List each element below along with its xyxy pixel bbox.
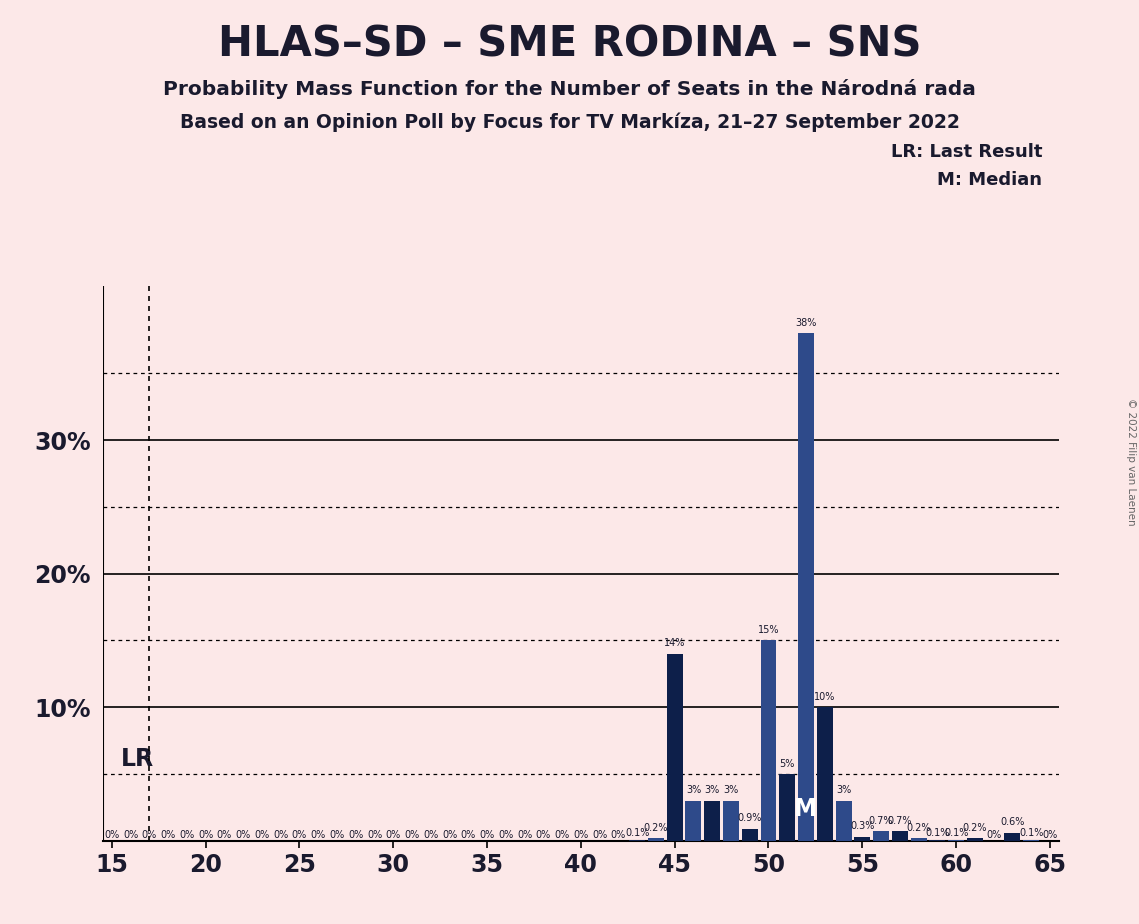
- Bar: [629, 840, 645, 841]
- Text: 0%: 0%: [179, 830, 195, 840]
- Bar: [1023, 840, 1039, 841]
- Text: 0%: 0%: [329, 830, 345, 840]
- Text: 0.3%: 0.3%: [850, 821, 875, 832]
- Text: 0.2%: 0.2%: [907, 823, 931, 833]
- Bar: [666, 654, 682, 841]
- Text: 3%: 3%: [686, 785, 702, 796]
- Bar: [854, 837, 870, 841]
- Text: 0%: 0%: [349, 830, 363, 840]
- Text: 38%: 38%: [795, 318, 817, 328]
- Text: 3%: 3%: [705, 785, 720, 796]
- Text: 0%: 0%: [254, 830, 270, 840]
- Bar: [874, 832, 890, 841]
- Text: 0%: 0%: [424, 830, 439, 840]
- Text: 3%: 3%: [836, 785, 851, 796]
- Text: 0.1%: 0.1%: [625, 828, 649, 838]
- Bar: [723, 801, 739, 841]
- Text: 0%: 0%: [986, 830, 1001, 840]
- Bar: [817, 707, 833, 841]
- Text: 0.2%: 0.2%: [644, 823, 669, 833]
- Bar: [761, 640, 777, 841]
- Text: 0%: 0%: [517, 830, 532, 840]
- Text: HLAS–SD – SME RODINA – SNS: HLAS–SD – SME RODINA – SNS: [218, 23, 921, 65]
- Text: 0%: 0%: [311, 830, 326, 840]
- Text: 0%: 0%: [611, 830, 626, 840]
- Text: 0%: 0%: [236, 830, 251, 840]
- Text: 0.1%: 0.1%: [925, 828, 950, 838]
- Bar: [948, 840, 964, 841]
- Bar: [798, 334, 814, 841]
- Text: 0%: 0%: [105, 830, 120, 840]
- Text: 0%: 0%: [555, 830, 570, 840]
- Text: 0%: 0%: [460, 830, 476, 840]
- Text: 0%: 0%: [198, 830, 213, 840]
- Text: 0.9%: 0.9%: [738, 813, 762, 823]
- Text: Probability Mass Function for the Number of Seats in the Národná rada: Probability Mass Function for the Number…: [163, 79, 976, 99]
- Text: 0.7%: 0.7%: [869, 816, 893, 826]
- Text: 0%: 0%: [386, 830, 401, 840]
- Bar: [741, 829, 757, 841]
- Text: 15%: 15%: [757, 626, 779, 635]
- Text: 0%: 0%: [1042, 830, 1057, 840]
- Text: © 2022 Filip van Laenen: © 2022 Filip van Laenen: [1126, 398, 1136, 526]
- Text: Based on an Opinion Poll by Focus for TV Markíza, 21–27 September 2022: Based on an Opinion Poll by Focus for TV…: [180, 113, 959, 132]
- Bar: [929, 840, 945, 841]
- Text: 0%: 0%: [480, 830, 494, 840]
- Text: 0.1%: 0.1%: [1019, 828, 1043, 838]
- Text: 0.7%: 0.7%: [887, 816, 912, 826]
- Text: 0%: 0%: [141, 830, 157, 840]
- Text: 0%: 0%: [498, 830, 514, 840]
- Text: 3%: 3%: [723, 785, 738, 796]
- Text: 0.6%: 0.6%: [1000, 818, 1025, 828]
- Text: 5%: 5%: [779, 759, 795, 769]
- Text: LR: Last Result: LR: Last Result: [891, 143, 1042, 161]
- Text: 14%: 14%: [664, 638, 686, 649]
- Bar: [779, 774, 795, 841]
- Text: 0%: 0%: [573, 830, 589, 840]
- Text: 0%: 0%: [292, 830, 308, 840]
- Text: 0%: 0%: [123, 830, 138, 840]
- Text: 0%: 0%: [404, 830, 419, 840]
- Text: 0%: 0%: [535, 830, 551, 840]
- Text: 0%: 0%: [161, 830, 175, 840]
- Text: M: M: [794, 796, 818, 821]
- Text: 10%: 10%: [814, 692, 836, 702]
- Bar: [967, 838, 983, 841]
- Text: 0%: 0%: [216, 830, 232, 840]
- Text: 0.1%: 0.1%: [944, 828, 968, 838]
- Text: 0%: 0%: [592, 830, 607, 840]
- Bar: [836, 801, 852, 841]
- Bar: [892, 832, 908, 841]
- Bar: [1005, 833, 1021, 841]
- Text: 0%: 0%: [367, 830, 383, 840]
- Text: 0%: 0%: [442, 830, 457, 840]
- Bar: [648, 838, 664, 841]
- Text: M: Median: M: Median: [937, 171, 1042, 188]
- Bar: [910, 838, 926, 841]
- Text: LR: LR: [121, 748, 155, 772]
- Text: 0%: 0%: [273, 830, 288, 840]
- Text: 0.2%: 0.2%: [962, 823, 988, 833]
- Bar: [686, 801, 702, 841]
- Bar: [704, 801, 720, 841]
